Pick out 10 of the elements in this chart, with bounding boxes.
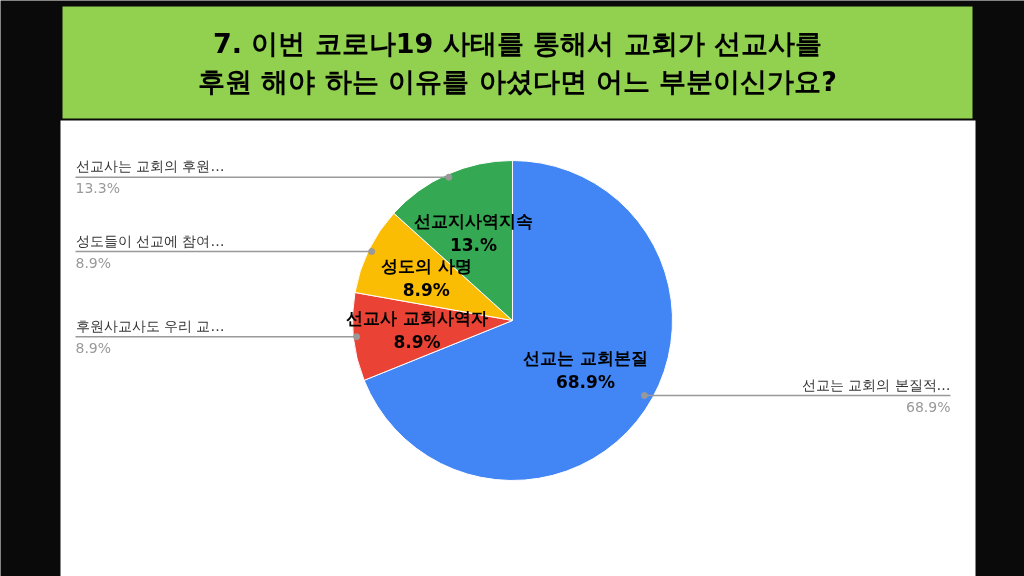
slice-label: 후원사교사도 우리 교… [75,317,225,334]
slice-label: 선교사는 교회의 후원… [75,158,225,175]
chart-title: 7. 이번 코로나19 사태를 통해서 교회가 선교사를 후원 해야 하는 이유를 아셨다면 어느 부분이신가요? [197,27,838,98]
data-label: 8.9% [75,254,112,271]
data-label: 13.3% [75,180,120,197]
data-label: 68.9% [906,398,951,415]
slice-label: 성도들이 선교에 참여… [75,232,225,249]
text: 선교는 교회본질 68.9% [522,347,648,392]
slice-label: 선교는 교회의 본질적… [801,376,951,393]
data-label: 8.9% [75,339,112,356]
